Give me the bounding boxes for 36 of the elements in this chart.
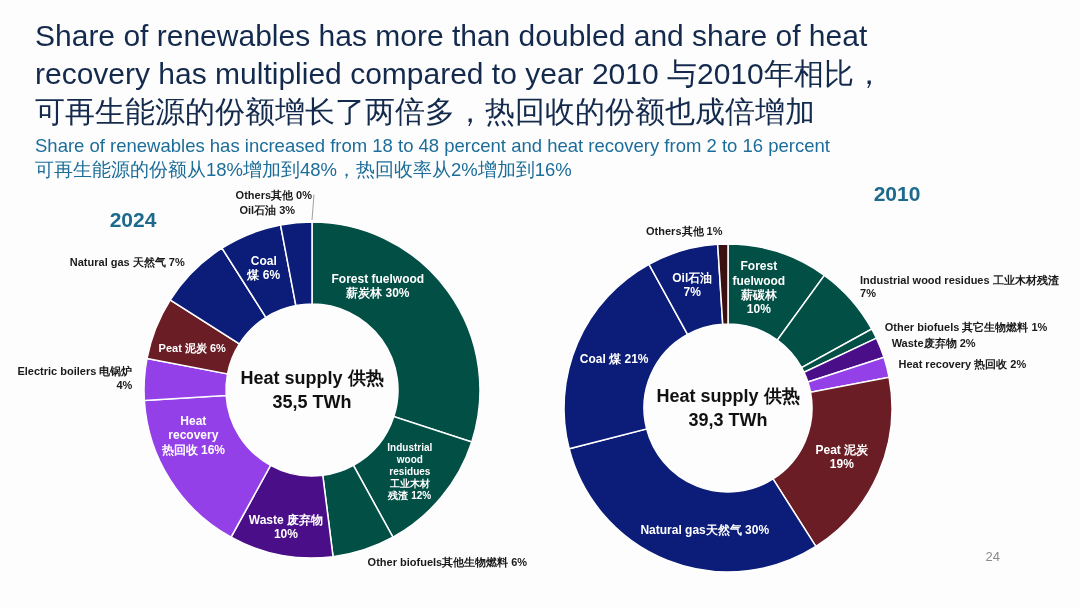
data-label: 7% <box>683 285 702 300</box>
text: 39,3 TWh <box>688 410 768 430</box>
slice-label: Other biofuels 其它生物燃料 1% <box>884 321 1048 335</box>
data-label: 19% <box>829 457 855 472</box>
slice-label: Other biofuels其他生物燃料 6% <box>367 555 528 569</box>
text: Heat supply 供热 <box>656 386 800 406</box>
text: 35,5 TWh <box>272 392 352 412</box>
data-label: 10% <box>273 527 299 542</box>
text: Heat supply 供热 <box>240 368 384 388</box>
data-label: 7% <box>860 287 877 300</box>
slice-label: Electric boilers 电锅炉 <box>17 365 133 378</box>
slice-label: Natural gas 天然气 7% <box>69 256 185 270</box>
slice-label: Heat recovery 热回收 16% <box>160 413 226 457</box>
slice-label: Waste废弃物 2% <box>891 336 976 349</box>
slice-label: Waste 废弃物 <box>248 512 324 527</box>
slice-label: Peat 泥炭 6% <box>158 341 227 355</box>
slice-label: Oil石油 <box>672 270 713 285</box>
chart-title: 2010 <box>872 181 922 207</box>
category-label: Others其他 0% <box>235 188 312 201</box>
slice-label: Coal煤 6% <box>246 253 281 283</box>
slice-label: Forest fuelwood薪炭林 30% <box>331 272 425 301</box>
text: Share of renewables has more than doubled and share of heat recovery has multiplied compared to year 2010 与2010年相比，可再生能源的份额增长了两倍多，热回收的份额也成倍增加 <box>35 18 885 130</box>
text: Share of renewables has increased from 18 to 48 percent and heat recovery from 2 to 16 percent 可再生能源的份额从18%增加到48%，热回收率从2%增加到16% <box>35 134 831 182</box>
slice-label: Oil石油 3% <box>239 204 296 217</box>
slice-label: Forest fuelwood 薪碳林 <box>732 259 786 303</box>
slice-label: Peat 泥炭 <box>815 443 870 458</box>
text: 24 <box>984 549 1000 565</box>
slice-label: Heat recovery 热回收 2% <box>898 358 1027 372</box>
slice-label: Industrial wood residues工业木材残渣 12% <box>387 441 433 501</box>
slice-label: Natural gas天然气 30% <box>640 522 770 537</box>
slice-label: Industrial wood residues 工业木材残渣 <box>860 273 1060 286</box>
data-label: 4% <box>116 378 133 391</box>
chart-title: 2024 <box>108 207 158 233</box>
slice-label: Coal 煤 21% <box>579 351 649 366</box>
data-label: 10% <box>746 302 772 317</box>
slice-label: Others其他 1% <box>646 225 723 239</box>
